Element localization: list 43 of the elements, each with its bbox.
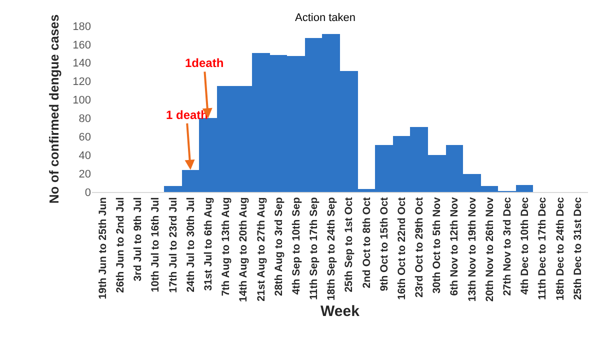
x-tick-label: 26th Jun to 2nd Jul (114, 197, 127, 293)
y-tick-label: 60 (78, 132, 91, 144)
x-tick-label: 11th Sep to 17th Sep (308, 197, 320, 300)
x-tick-label: 18th Sep to 24th Sep (326, 197, 338, 300)
x-tick-label: 27th Nov to 3rd Dec (502, 197, 514, 296)
text: Action taken (295, 12, 356, 24)
x-tick-label: 17th Jul to 23rd Jul (167, 197, 180, 293)
x-tick-label: 20th Nov to 26th Nov (484, 197, 496, 302)
x-tick-label: 28th Aug to 3rd Sep (272, 197, 285, 296)
x-tick-label: 6th Nov to 12th Nov (448, 197, 461, 296)
x-tick-label: 2nd Oct to 8th Oct (360, 196, 373, 288)
y-tick-label: 80 (78, 113, 91, 126)
y-tick-label: 140 (72, 58, 91, 70)
x-tick-label: 10th Jul to 16th Jul (150, 197, 162, 292)
x-tick-label: 25th Dec to 31st Dec (572, 197, 584, 300)
x-tick-label: 3rd Jul to 9th Jul (132, 197, 144, 282)
x-tick-label: 4th Sep to 10th Sep (290, 197, 302, 295)
y-tick-label: 0 (84, 186, 91, 199)
y-tick-label: 100 (72, 94, 91, 107)
y-tick-label: 160 (72, 39, 91, 52)
x-tick-label: 7th Aug to 13th Aug (220, 197, 232, 296)
x-tick-label: 23rd Oct to 29th Oct (414, 196, 426, 298)
annotation: 1 death (166, 108, 208, 122)
y-tick-label: 180 (72, 20, 91, 33)
y-tick-label: 120 (72, 76, 91, 88)
x-tick-label: 13th Nov to 19th Nov (466, 197, 478, 302)
x-tick-label: 16th Oct to 22nd Oct (396, 196, 408, 300)
annotation: 1death (185, 56, 224, 70)
x-tick-label: 30th Oct to 5th Nov (431, 197, 444, 294)
x-tick-label: 18th Dec to 24th Dec (554, 197, 566, 300)
x-tick-label: 25th Sep to 1st Oct (343, 196, 356, 292)
y-tick-label: 40 (78, 150, 91, 162)
x-tick-label: 9th Oct to 15th Oct (378, 196, 390, 292)
y-axis-title: No of confirmed dengue cases (46, 14, 62, 204)
x-tick-label: 31st Jul to 6th Aug (202, 197, 215, 291)
y-tick-label: 20 (78, 168, 91, 180)
x-tick-label: 21st Aug to 27th Aug (255, 197, 268, 302)
x-tick-label: 4th Dec to 10th Dec (519, 197, 532, 295)
x-axis-title: Week (320, 303, 360, 320)
x-tick-label: 19th Jun to 25th Jun (96, 197, 109, 300)
x-tick-label: 24th Jul to 30th Jul (184, 197, 197, 292)
x-tick-label: 11th Dec to 17th Dec (536, 197, 549, 300)
x-tick-label: 14th Aug to 20th Aug (238, 197, 250, 302)
